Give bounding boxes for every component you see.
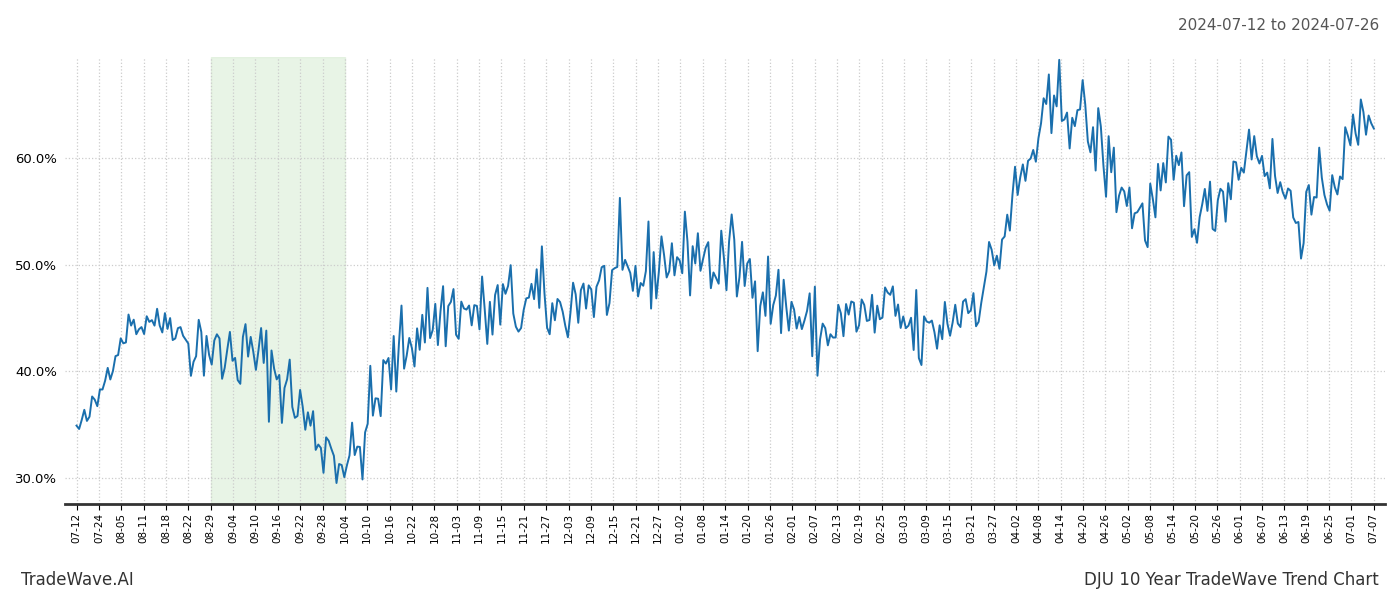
Text: 2024-07-12 to 2024-07-26: 2024-07-12 to 2024-07-26 [1177,18,1379,33]
Bar [211,57,344,505]
Text: TradeWave.AI: TradeWave.AI [21,571,134,589]
Text: DJU 10 Year TradeWave Trend Chart: DJU 10 Year TradeWave Trend Chart [1084,571,1379,589]
